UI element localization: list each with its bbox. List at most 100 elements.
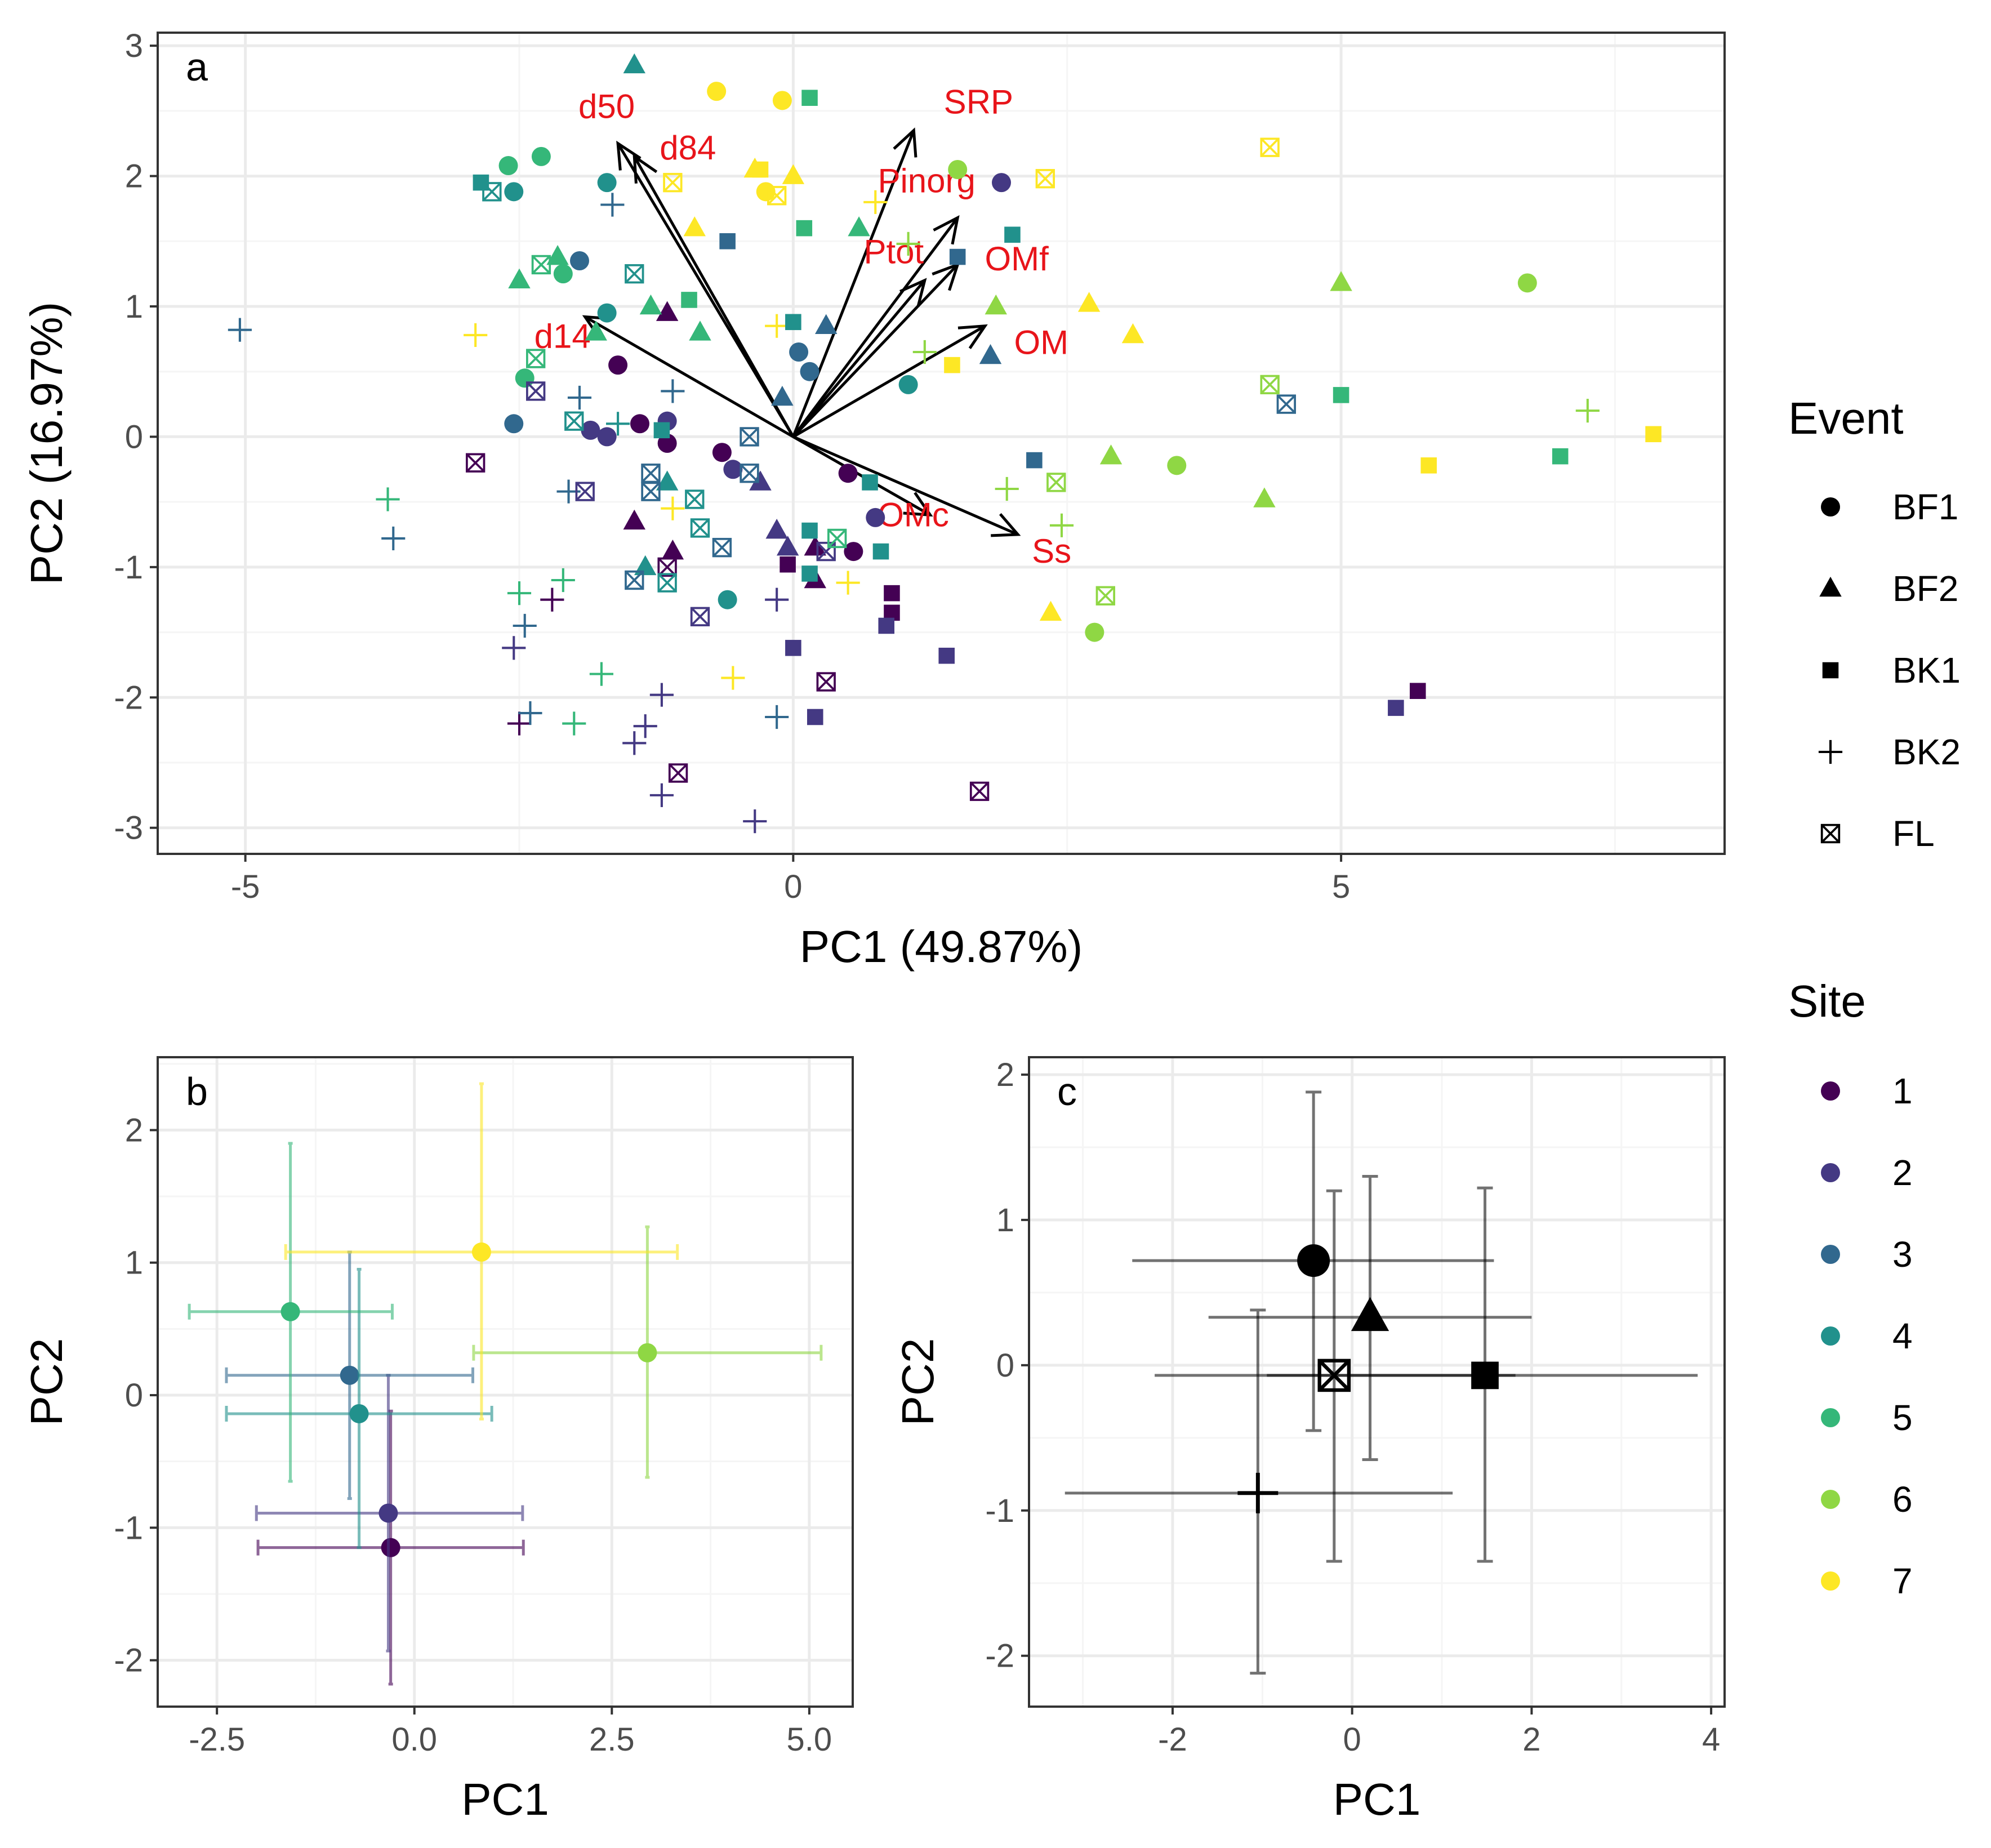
pca-point [1409,683,1426,699]
pca-point [866,507,885,527]
pca-point-box [740,464,759,483]
pca-point-box [1035,169,1055,189]
legend-site-items: 1 2 3 4 5 6 7 [1821,1071,1913,1601]
pca-point [649,683,674,707]
pca-point [1276,394,1296,414]
pca-point-box [712,537,732,558]
y-tick-label: 2 [125,1112,143,1148]
pca-point-box [657,573,677,593]
panel-b-background [158,1057,853,1707]
pca-point-box [668,763,688,783]
pca-point [1645,426,1662,443]
pca-point [780,556,796,573]
legend-site-key [1821,1571,1840,1591]
x-tick-label: 5 [1332,869,1350,905]
pca-point-d2 [532,255,551,274]
pca-point [513,613,537,638]
legend-event-key [1820,823,1841,844]
pca-point [848,216,870,237]
panel-c-x-ticks: -2 0 2 4 [1158,1707,1720,1758]
pca-point [816,672,836,692]
pca-point [789,342,809,362]
loading-label: d84 [660,129,716,167]
pca-point [800,362,819,381]
pca-point [661,540,684,560]
legend-event-key [1822,662,1839,679]
pca-point [633,714,657,738]
pca-point [1085,622,1104,642]
panel-c-grid [1029,1057,1725,1707]
panel-b-y-ticks: -2 -1 0 1 2 [114,1112,158,1679]
pca-point [752,161,769,178]
pca-point [526,381,546,401]
y-tick-label: -2 [114,679,143,716]
pca-point [581,420,600,440]
panel-b-grid [158,1057,853,1707]
event-mean-point [1317,1359,1351,1392]
pca-point-box [575,482,595,501]
y-tick-label: -1 [114,549,143,586]
x-tick-label: 0 [1343,1721,1361,1758]
loading-arrow [792,130,915,438]
y-tick-label: 1 [125,1245,143,1281]
x-tick-label: 2 [1522,1721,1540,1758]
pca-point [1253,487,1276,507]
pca-point [600,193,625,217]
x-tick-label: 0 [784,869,802,905]
pca-point [518,701,542,725]
pca-point-box [1046,473,1066,492]
pca-point [1035,169,1055,189]
loading-arrowhead [957,324,988,349]
pca-point-d2 [482,182,501,201]
pca-point [507,581,532,605]
pca-point-d2 [691,607,710,626]
pca-point [938,647,955,664]
pca-point [912,340,937,364]
pca-point-d2 [564,412,584,431]
pca-point-d2 [685,489,704,509]
legend-event-key-d2 [1821,824,1840,843]
pca-point [804,536,826,556]
pca-point-box [690,607,710,626]
pca-point [639,294,662,315]
legend-site-key [1821,1245,1840,1264]
pca-point [551,568,575,593]
pca-point [623,509,645,530]
pca-point [508,268,531,288]
pca-point [992,173,1011,193]
site-mean-point [340,1365,359,1385]
panel-c-x-axis-title: PC1 [1333,1774,1421,1824]
loading-arrowhead [633,153,658,184]
y-tick-label: -2 [114,1642,143,1679]
pca-point-box [690,518,710,538]
pca-point [606,412,630,436]
pca-point [649,783,674,807]
pca-point [772,91,792,110]
pca-point-box [526,349,546,368]
pca-point-box [816,541,836,562]
pca-point [589,662,613,686]
legend-event-items: BF1 BF2 BK1 BK2 FL [1818,487,1961,854]
pca-point [743,809,767,834]
pca-point-d2 [641,482,661,501]
pca-point [765,518,788,539]
pca-point [531,146,551,166]
pca-point [796,220,813,237]
pca-point [546,244,569,265]
pca-point [575,482,595,501]
pca-point-box [1260,375,1280,395]
pca-point [622,731,647,755]
pca-point [944,357,960,373]
loading-arrowhead [893,127,917,158]
pca-point [683,216,706,237]
pca-point [838,464,858,483]
pca-point [689,320,711,341]
event-mean-point-box [1317,1359,1351,1392]
legend-site-key [1821,1490,1840,1509]
pca-point [969,781,990,801]
pca-point [740,427,759,447]
x-tick-label: -2.5 [189,1721,245,1758]
